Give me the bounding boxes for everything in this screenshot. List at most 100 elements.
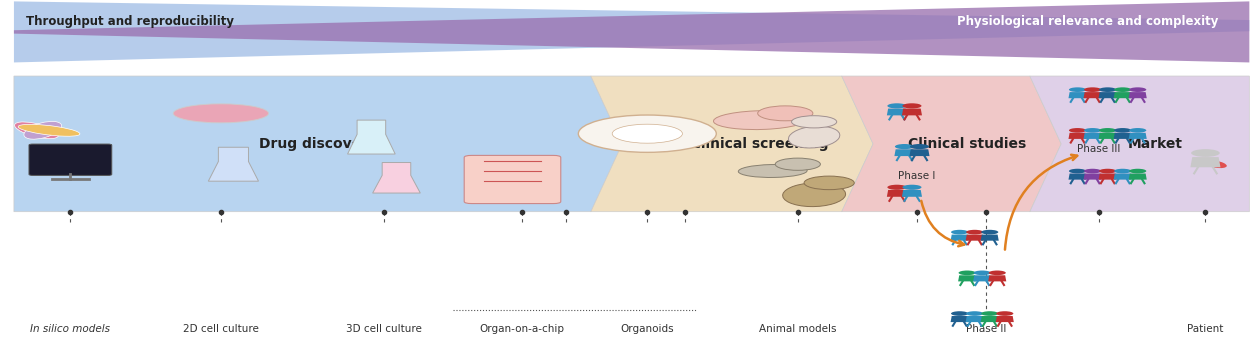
- Polygon shape: [1029, 76, 1249, 212]
- Circle shape: [1114, 169, 1131, 173]
- FancyBboxPatch shape: [464, 155, 561, 203]
- Polygon shape: [1114, 173, 1131, 180]
- Circle shape: [1068, 87, 1086, 92]
- Circle shape: [792, 116, 837, 128]
- Polygon shape: [903, 190, 921, 197]
- Polygon shape: [1129, 92, 1146, 98]
- Polygon shape: [372, 162, 420, 193]
- Polygon shape: [1099, 133, 1116, 139]
- Text: Preclinical screening: Preclinical screening: [666, 137, 828, 151]
- Ellipse shape: [1204, 160, 1227, 168]
- Text: Drug discovery: Drug discovery: [259, 137, 377, 151]
- Polygon shape: [887, 190, 908, 197]
- Circle shape: [997, 311, 1013, 316]
- Polygon shape: [14, 76, 622, 212]
- Text: Phase III: Phase III: [1077, 144, 1120, 154]
- Ellipse shape: [738, 165, 807, 177]
- Text: Clinical studies: Clinical studies: [908, 137, 1026, 151]
- Circle shape: [578, 115, 716, 152]
- Circle shape: [1129, 87, 1146, 92]
- Circle shape: [776, 158, 821, 170]
- Polygon shape: [14, 1, 1249, 63]
- Text: Organ-on-a-chip: Organ-on-a-chip: [479, 324, 564, 334]
- Polygon shape: [1084, 92, 1101, 98]
- Polygon shape: [988, 275, 1007, 281]
- Circle shape: [982, 230, 998, 235]
- Polygon shape: [965, 316, 984, 322]
- Polygon shape: [1190, 157, 1221, 167]
- Polygon shape: [965, 235, 984, 241]
- Polygon shape: [591, 76, 874, 212]
- Text: Phase II: Phase II: [965, 324, 1006, 334]
- Circle shape: [1084, 169, 1101, 173]
- Polygon shape: [958, 275, 977, 281]
- Circle shape: [952, 311, 968, 316]
- Polygon shape: [903, 108, 921, 115]
- Circle shape: [887, 185, 906, 190]
- Polygon shape: [950, 235, 969, 241]
- Text: Phase I: Phase I: [899, 171, 935, 181]
- Polygon shape: [1114, 92, 1131, 98]
- Circle shape: [1114, 128, 1131, 133]
- Circle shape: [982, 311, 998, 316]
- Polygon shape: [950, 316, 969, 322]
- Polygon shape: [895, 149, 914, 156]
- Circle shape: [895, 144, 914, 149]
- Circle shape: [1099, 87, 1116, 92]
- Circle shape: [967, 230, 983, 235]
- Ellipse shape: [18, 124, 80, 136]
- Text: Animal models: Animal models: [759, 324, 837, 334]
- Polygon shape: [1099, 173, 1116, 180]
- Polygon shape: [973, 275, 992, 281]
- Polygon shape: [14, 1, 1249, 63]
- Polygon shape: [980, 316, 999, 322]
- Text: 2D cell culture: 2D cell culture: [184, 324, 259, 334]
- Text: In silico models: In silico models: [30, 324, 111, 334]
- Circle shape: [887, 103, 906, 108]
- Circle shape: [1129, 128, 1146, 133]
- Ellipse shape: [788, 126, 840, 148]
- Ellipse shape: [714, 111, 807, 130]
- Circle shape: [910, 144, 929, 149]
- Polygon shape: [1129, 133, 1146, 139]
- Circle shape: [903, 185, 921, 190]
- Circle shape: [1084, 128, 1101, 133]
- Ellipse shape: [15, 122, 59, 139]
- Circle shape: [903, 103, 921, 108]
- Circle shape: [1192, 149, 1219, 157]
- Circle shape: [804, 176, 855, 190]
- Text: Throughput and reproducibility: Throughput and reproducibility: [26, 15, 235, 28]
- Circle shape: [959, 271, 975, 275]
- Circle shape: [612, 124, 683, 143]
- Text: Patient: Patient: [1188, 324, 1223, 334]
- Circle shape: [1068, 169, 1086, 173]
- Polygon shape: [1068, 92, 1086, 98]
- Polygon shape: [1068, 173, 1086, 180]
- Circle shape: [1099, 169, 1116, 173]
- Polygon shape: [1099, 92, 1116, 98]
- Polygon shape: [1068, 133, 1086, 139]
- Ellipse shape: [24, 121, 62, 139]
- Polygon shape: [996, 316, 1014, 322]
- Text: Physiological relevance and complexity: Physiological relevance and complexity: [957, 15, 1218, 28]
- Polygon shape: [1084, 173, 1101, 180]
- Circle shape: [1114, 87, 1131, 92]
- Circle shape: [952, 230, 968, 235]
- Text: 3D cell culture: 3D cell culture: [346, 324, 422, 334]
- Circle shape: [1099, 128, 1116, 133]
- Polygon shape: [910, 149, 929, 156]
- Polygon shape: [1129, 173, 1146, 180]
- Circle shape: [989, 271, 1006, 275]
- Polygon shape: [1084, 133, 1101, 139]
- Circle shape: [1068, 128, 1086, 133]
- Polygon shape: [842, 76, 1061, 212]
- Ellipse shape: [173, 104, 269, 123]
- Circle shape: [1129, 169, 1146, 173]
- Text: Market: Market: [1128, 137, 1183, 151]
- FancyBboxPatch shape: [29, 144, 112, 175]
- Circle shape: [967, 311, 983, 316]
- Text: Organoids: Organoids: [621, 324, 674, 334]
- Polygon shape: [347, 120, 395, 154]
- Polygon shape: [209, 147, 259, 181]
- Circle shape: [974, 271, 991, 275]
